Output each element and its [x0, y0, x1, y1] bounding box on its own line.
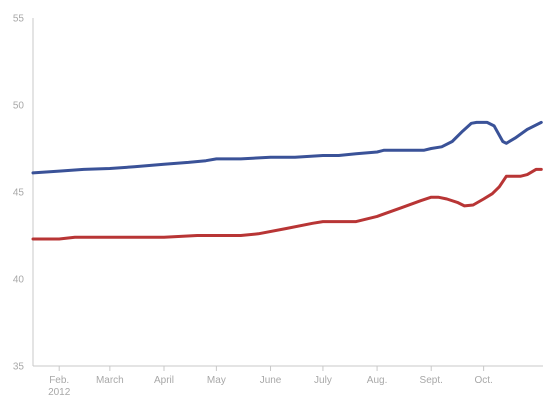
x-tick-label: July: [314, 375, 332, 386]
x-tick-label: May: [207, 375, 226, 386]
x-axis-ticks: Feb.2012 March April May June July Aug. Sept. Oc…: [48, 366, 493, 398]
x-tick-sublabel: 2012: [48, 387, 71, 398]
y-axis-ticks: 35 40 45 50 55: [13, 14, 25, 373]
y-tick-label: 55: [13, 14, 25, 25]
series-lines: [31, 120, 543, 241]
x-tick-label: Sept.: [420, 375, 443, 386]
x-tick-label: June: [260, 375, 282, 386]
x-tick-label: April: [154, 375, 174, 386]
y-tick-label: 35: [13, 362, 25, 373]
y-tick-label: 45: [13, 188, 25, 199]
x-tick-label: Aug.: [367, 375, 388, 386]
y-tick-label: 50: [13, 101, 25, 112]
x-tick-label: Feb.: [49, 375, 69, 386]
y-tick-label: 40: [13, 275, 25, 286]
x-tick-label: Oct.: [474, 375, 492, 386]
x-tick-label: March: [96, 375, 124, 386]
series-line-1: [31, 120, 543, 175]
series-line-2: [31, 167, 543, 241]
axes: [32, 18, 543, 367]
